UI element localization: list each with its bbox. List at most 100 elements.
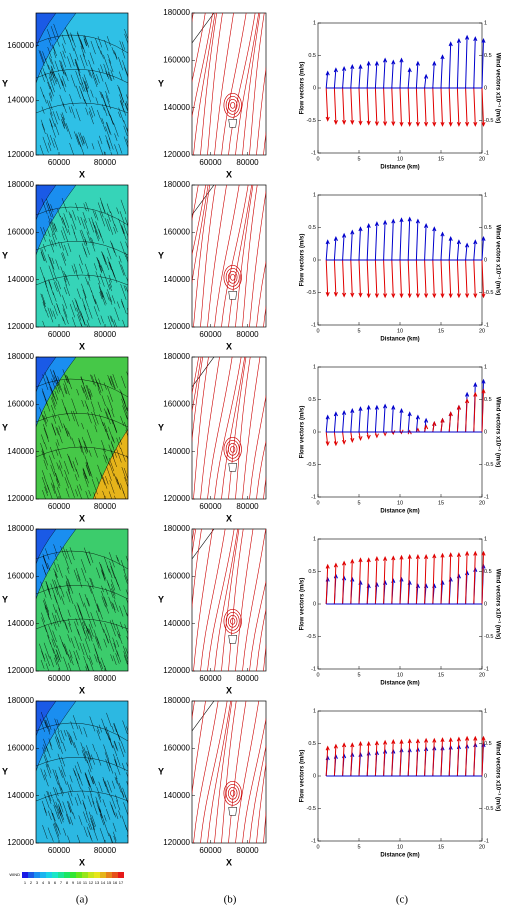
wind-vector [56,427,63,444]
wind-vector [58,607,65,623]
wind-vector [86,663,90,671]
vector-arrow [473,87,478,127]
y2-tick-label: -1 [484,666,489,672]
wind-vector [95,221,102,238]
wind-vector [70,34,74,42]
wind-vector [45,398,51,412]
vector-arrow [440,552,445,605]
wind-vector [91,143,95,150]
wind-vector [106,122,112,136]
wind-vector [113,831,117,841]
plot-area [36,529,128,671]
y2-tick-label: 0 [484,601,487,607]
vector-arrow [399,259,404,299]
wind-vector [69,52,75,67]
wind-vector [60,769,67,785]
wind-vector [65,582,71,594]
streamline [242,13,261,155]
plot-frame [191,12,267,156]
vector-arrow [448,737,453,777]
wind-vector [70,637,75,649]
wind-vector [130,33,132,39]
wind-vector [83,304,90,321]
wind-vector [50,482,56,494]
vector-arrow [440,417,445,433]
x-tick-label: 5 [357,672,360,678]
island [228,463,237,472]
streamline [263,643,266,671]
wind-vector [56,303,61,315]
wind-vector [48,203,54,218]
plot-frame [191,356,267,500]
wind-vector [116,650,122,663]
wind-vector [67,453,73,469]
wind-vector [101,118,105,125]
wind-vector [111,588,116,600]
wind-vector [109,457,115,472]
coastline [192,529,215,560]
vector-arrow [342,232,347,261]
wind-vector [61,315,64,322]
wind-vector [75,70,81,85]
wind-vector [124,421,128,431]
wind-vector [57,811,62,824]
wind-vector [42,415,47,427]
wind-vector [116,630,120,639]
wind-vector [83,826,88,837]
colorbar-swatch [118,872,124,878]
streamline [228,529,244,671]
wind-vector [95,271,101,285]
island [228,807,237,816]
wind-vector [113,741,118,750]
coastline [192,13,215,44]
wind-vector [81,559,87,573]
wind-vector [67,609,71,617]
wind-vector [68,106,72,114]
wind-vector [120,560,125,571]
wind-vector [50,222,54,230]
wind-vector [45,653,50,667]
wind-vector [105,726,112,741]
wind-vector [67,618,71,626]
wind-vector [118,436,122,445]
wind-vector [50,65,55,76]
y-tick-label: 1 [313,192,316,198]
wind-vector [59,460,63,469]
wind-vector [84,638,91,653]
wind-vector [55,805,59,814]
wind-vector [127,560,128,562]
wind-vector [58,241,61,249]
wind-vector [89,52,95,65]
wind-vector [62,742,66,752]
wind-vector [77,793,82,805]
wind-vector [73,263,78,273]
colorbar-swatch [76,872,82,878]
wind-vector [84,99,88,107]
wind-vector [125,824,128,834]
wind-vector [42,374,49,391]
vector-arrow [325,70,330,89]
wind-vector [122,60,128,76]
wind-vector [81,81,86,92]
wind-vector [111,619,116,631]
wind-vector [85,384,92,401]
wind-vector [101,104,105,111]
wind-vector [41,106,45,114]
x-tick-label: 60000 [48,502,71,511]
wind-vector [55,449,59,456]
wind-vector [100,91,107,107]
wind-vector [107,386,113,402]
wind-vector [55,281,62,297]
wind-vector [111,47,115,55]
panel-caption: (c) [396,894,409,906]
wind-vector [121,398,127,414]
vector-arrow [481,259,486,299]
vector-arrow [358,740,363,777]
wind-vector [100,64,104,73]
wind-vector [68,732,73,743]
wind-vector [63,244,69,257]
y-tick-label: 1 [313,708,316,714]
wind-vector [81,316,86,326]
wind-vector [58,809,64,823]
wind-vector [92,743,96,752]
